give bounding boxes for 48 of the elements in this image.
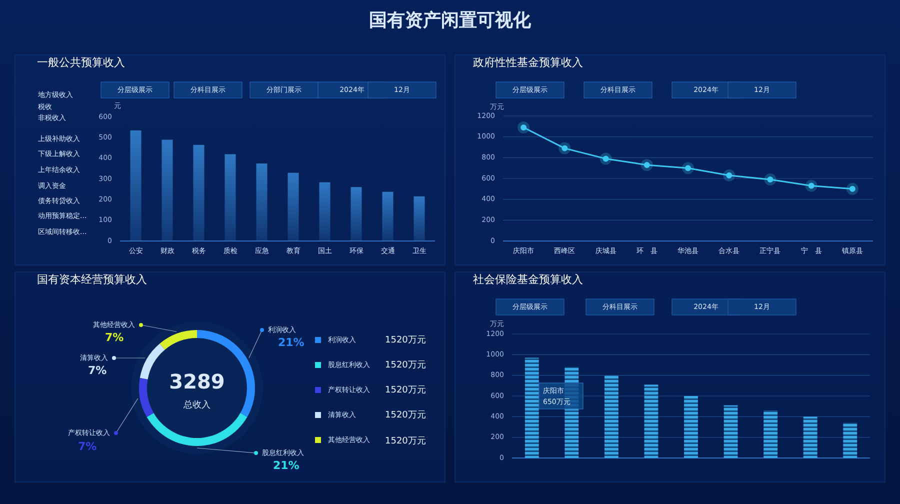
donut-slice [146,413,248,446]
bar [256,164,268,241]
donut-slice [160,330,197,350]
chart-title: 国有资本经营预算收入 [37,273,147,286]
chart-title: 社会保险基金预算收入 [473,273,583,286]
bar [193,144,204,241]
point [764,174,776,186]
donut-slice [139,378,154,417]
bar [288,172,299,241]
bar [350,187,362,241]
donut-slice [140,344,165,380]
text: 1520万元 [385,409,426,420]
text: 1520万元 [385,384,426,396]
bar [224,154,236,241]
data-label: 21% [278,336,304,350]
bar [803,416,818,458]
bar [724,405,738,458]
point [600,152,612,165]
bar [382,192,394,241]
bar [684,396,698,458]
text: 1520万元 [385,359,426,370]
chart-title: 一般公共预算收入 [37,56,125,70]
chart-title: 政府性性基金预算收入 [473,56,583,70]
data-label: 7% [78,440,97,454]
bar [414,196,425,241]
data-label: 7% [105,331,124,344]
bar [524,358,539,458]
point [640,158,653,171]
point [682,162,694,174]
text: 1520万元 [385,334,426,346]
bar [764,410,778,458]
point [723,169,736,182]
text: 总收入 [182,399,210,410]
bar [162,140,173,241]
data-label: 7% [88,364,107,378]
bar [604,375,618,458]
text: 国有资产闲置可视化 [369,10,532,31]
data-label: 21% [273,459,300,472]
text: 3289 [169,369,225,394]
point [558,142,571,154]
bar [130,130,142,241]
bar [843,422,858,458]
point [518,121,530,134]
bar [644,384,658,458]
point [846,182,858,195]
bar [319,182,330,241]
point [805,180,818,192]
text: 1520万元 [385,435,426,446]
